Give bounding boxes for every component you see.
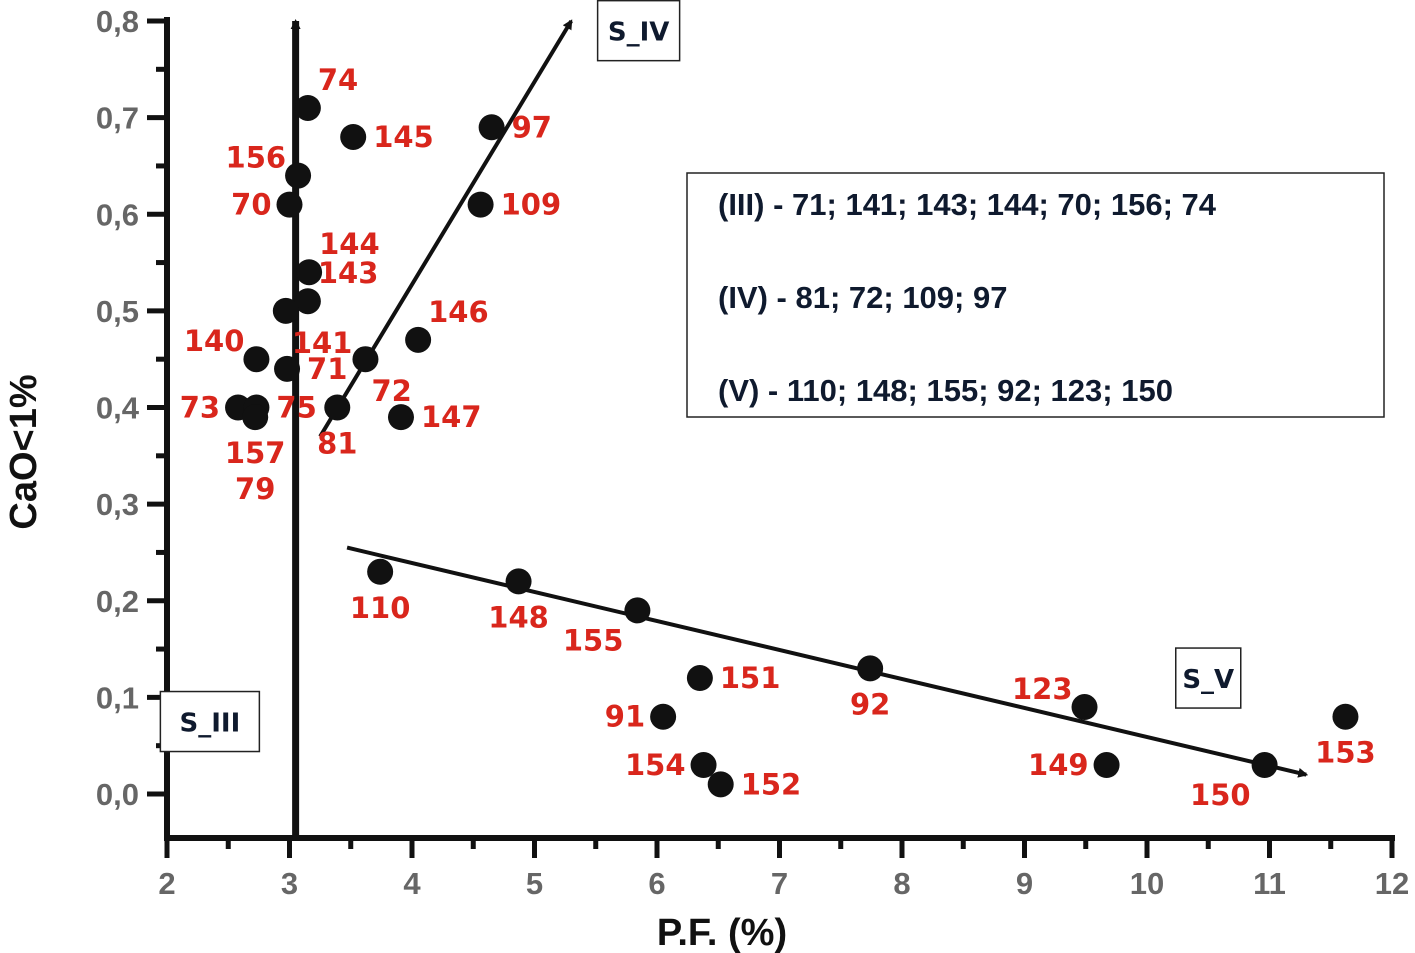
data-point-144 bbox=[296, 259, 323, 286]
annotation-line: (IV) - 81; 72; 109; 97 bbox=[718, 280, 1007, 315]
point-label-73: 73 bbox=[180, 391, 220, 425]
data-point-152 bbox=[707, 771, 734, 798]
x-tick-label: 6 bbox=[648, 866, 665, 901]
series-tags: S_III S_IV S_V bbox=[159, 0, 1242, 753]
data-point-140 bbox=[243, 346, 270, 373]
series-tag-s-v: S_V bbox=[1182, 665, 1234, 695]
point-label-74: 74 bbox=[318, 63, 358, 97]
data-point-92 bbox=[857, 655, 884, 682]
y-axis-title: CaO<1% bbox=[3, 374, 45, 529]
point-label-141: 141 bbox=[292, 326, 353, 360]
data-point-147 bbox=[387, 404, 414, 431]
ticks: 0,0 0,1 0,2 0,3 0,4 0,5 0,6 0,7 0,8 2 3 4 5 6 7 8 9 10 11 1… bbox=[96, 4, 1409, 901]
y-tick-label: 0,7 bbox=[96, 101, 139, 136]
x-axis-title: P.F. (%) bbox=[657, 912, 787, 953]
data-point-91 bbox=[650, 703, 677, 730]
point-label-145: 145 bbox=[373, 120, 434, 154]
y-tick-label: 0,3 bbox=[96, 487, 139, 522]
y-tick-label: 0,8 bbox=[96, 4, 139, 39]
point-label-91: 91 bbox=[605, 700, 645, 734]
point-label-151: 151 bbox=[720, 661, 781, 695]
x-tick-label: 5 bbox=[526, 866, 543, 901]
point-label-92: 92 bbox=[850, 687, 890, 721]
y-tick-label: 0,1 bbox=[96, 680, 139, 715]
x-tick-label: 11 bbox=[1253, 866, 1286, 901]
data-points bbox=[225, 94, 1359, 798]
point-label-123: 123 bbox=[1012, 672, 1073, 706]
point-label-140: 140 bbox=[184, 324, 245, 358]
x-tick-label: 4 bbox=[403, 866, 421, 901]
point-label-148: 148 bbox=[488, 600, 549, 634]
data-point-81 bbox=[324, 394, 351, 421]
series-tag-s-iv: S_IV bbox=[608, 18, 670, 48]
point-label-109: 109 bbox=[501, 188, 562, 222]
point-label-153: 153 bbox=[1315, 736, 1376, 770]
data-point-109 bbox=[467, 191, 494, 218]
point-label-146: 146 bbox=[428, 295, 489, 329]
data-point-153 bbox=[1332, 703, 1359, 730]
data-point-154 bbox=[690, 752, 717, 779]
series-tag-s-iii: S_III bbox=[180, 709, 241, 739]
data-point-70 bbox=[276, 191, 303, 218]
y-tick-label: 0,5 bbox=[96, 294, 139, 329]
point-label-110: 110 bbox=[350, 591, 411, 625]
point-label-154: 154 bbox=[625, 748, 686, 782]
point-label-155: 155 bbox=[563, 623, 624, 657]
point-label-149: 149 bbox=[1028, 748, 1089, 782]
point-label-156: 156 bbox=[226, 141, 287, 175]
data-point-74 bbox=[294, 94, 321, 121]
data-point-110 bbox=[367, 558, 394, 585]
annotation-line: (V) - 110; 148; 155; 92; 123; 150 bbox=[718, 373, 1173, 408]
data-point-72 bbox=[352, 346, 379, 373]
data-point-150 bbox=[1251, 752, 1278, 779]
point-label-79: 79 bbox=[235, 472, 275, 506]
y-tick-label: 0,4 bbox=[96, 391, 140, 426]
point-label-71: 71 bbox=[307, 352, 347, 386]
x-tick-label: 7 bbox=[771, 866, 788, 901]
data-point-141 bbox=[272, 297, 299, 324]
x-tick-label: 3 bbox=[281, 866, 298, 901]
data-point-151 bbox=[686, 665, 713, 692]
x-tick-label: 9 bbox=[1016, 866, 1033, 901]
data-point-148 bbox=[505, 568, 532, 595]
point-label-144: 144 bbox=[319, 227, 380, 261]
annotation-line: (III) - 71; 141; 143; 144; 70; 156; 74 bbox=[718, 187, 1217, 222]
data-point-149 bbox=[1093, 752, 1120, 779]
trend-arrow-s-v bbox=[346, 545, 1309, 778]
data-point-155 bbox=[624, 597, 651, 624]
x-tick-label: 10 bbox=[1130, 866, 1164, 901]
point-label-81: 81 bbox=[317, 427, 357, 461]
annotation-frame bbox=[686, 172, 1385, 418]
data-point-156 bbox=[285, 162, 312, 189]
y-tick-label: 0,0 bbox=[96, 777, 139, 812]
data-point-143 bbox=[294, 288, 321, 315]
y-tick-label: 0,6 bbox=[96, 197, 139, 232]
x-tick-label: 12 bbox=[1375, 866, 1409, 901]
data-point-157 bbox=[242, 404, 269, 431]
x-tick-label: 2 bbox=[158, 866, 175, 901]
point-label-70: 70 bbox=[231, 188, 271, 222]
point-label-147: 147 bbox=[421, 400, 482, 434]
data-point-71 bbox=[274, 355, 301, 382]
point-label-157: 157 bbox=[225, 436, 286, 470]
point-label-143: 143 bbox=[318, 256, 379, 290]
annotation-box: (III) - 71; 141; 143; 144; 70; 156; 74 (I… bbox=[686, 172, 1385, 418]
point-label-152: 152 bbox=[741, 767, 802, 801]
data-point-146 bbox=[405, 326, 432, 353]
point-label-75: 75 bbox=[276, 391, 316, 425]
y-tick-label: 0,2 bbox=[96, 584, 139, 619]
data-point-97 bbox=[478, 114, 505, 141]
point-label-150: 150 bbox=[1190, 778, 1251, 812]
series-tag-box bbox=[596, 0, 681, 62]
series-tag-box bbox=[159, 690, 261, 753]
data-point-145 bbox=[340, 123, 367, 150]
x-tick-label: 8 bbox=[893, 866, 910, 901]
data-point-123 bbox=[1071, 694, 1098, 721]
series-tag-box bbox=[1175, 647, 1242, 709]
point-label-97: 97 bbox=[512, 110, 552, 144]
point-label-72: 72 bbox=[371, 374, 411, 408]
